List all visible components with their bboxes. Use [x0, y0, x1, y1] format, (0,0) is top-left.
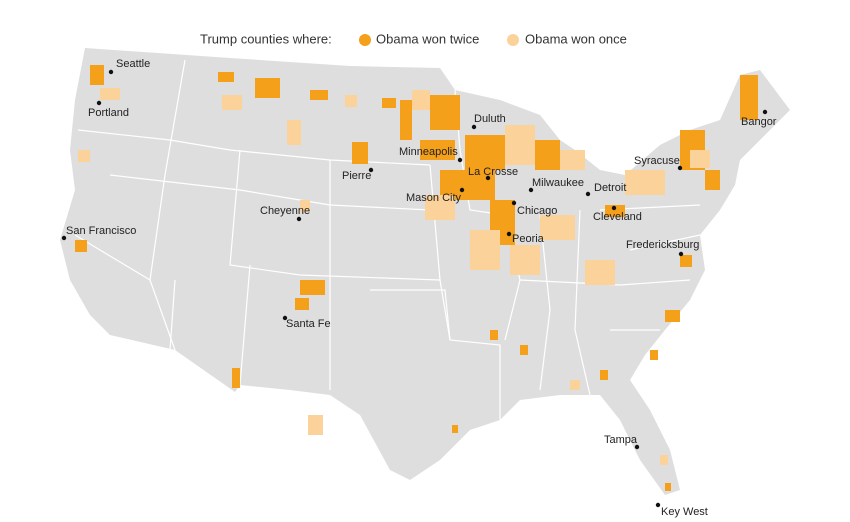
- city-label: Duluth: [474, 113, 506, 125]
- county-patch: [585, 260, 615, 285]
- county-patch: [382, 98, 396, 108]
- city-dot: [108, 69, 114, 75]
- county-patch: [490, 330, 498, 340]
- city-dot: [678, 251, 684, 257]
- county-patch: [232, 368, 240, 388]
- county-patch: [420, 140, 455, 160]
- city-dot: [677, 165, 683, 171]
- city-label: Key West: [661, 506, 708, 518]
- city-label: Tampa: [604, 434, 638, 446]
- county-patch: [90, 65, 104, 85]
- county-patch: [665, 483, 671, 491]
- county-patch: [535, 140, 560, 170]
- county-patch: [625, 170, 665, 195]
- city-dot: [634, 444, 640, 450]
- county-patch: [465, 135, 505, 170]
- city-dot: [282, 315, 288, 321]
- county-patch: [520, 345, 528, 355]
- county-patch: [430, 95, 460, 130]
- county-patch: [650, 350, 658, 360]
- city-label: Portland: [88, 107, 129, 119]
- county-patch: [560, 150, 585, 170]
- county-patch: [600, 370, 608, 380]
- city-label: Milwaukee: [532, 177, 584, 189]
- city-dot: [96, 100, 102, 106]
- city-label: Cleveland: [593, 211, 642, 223]
- county-patch: [680, 255, 692, 267]
- city-label: Chicago: [517, 205, 557, 217]
- county-patch: [570, 380, 580, 390]
- legend-swatch: [359, 34, 371, 46]
- county-patch: [510, 245, 540, 275]
- county-patch: [665, 310, 680, 322]
- county-patch: [300, 280, 325, 295]
- city-label: Syracuse: [634, 155, 680, 167]
- county-patch: [660, 455, 668, 465]
- legend-swatch: [507, 34, 519, 46]
- county-patch: [705, 170, 720, 190]
- county-patch: [75, 240, 87, 252]
- legend-label: Obama won once: [525, 31, 627, 46]
- county-patch: [452, 425, 458, 433]
- county-patch: [255, 78, 280, 98]
- city-label: Peoria: [512, 233, 545, 245]
- county-patch: [470, 230, 500, 270]
- city-label: Bangor: [741, 116, 777, 128]
- legend-title: Trump counties where:: [200, 31, 332, 46]
- city-label: Mason City: [406, 192, 462, 204]
- city-label: Fredericksburg: [626, 239, 699, 251]
- city-label: Pierre: [342, 170, 371, 182]
- county-patch: [78, 150, 90, 162]
- county-patch: [400, 100, 412, 140]
- city-label: Detroit: [594, 182, 626, 194]
- city-label: Cheyenne: [260, 205, 310, 217]
- county-patch: [218, 72, 234, 82]
- city-label: San Francisco: [66, 225, 136, 237]
- city-label: Santa Fe: [286, 318, 331, 330]
- city-dot: [506, 231, 512, 237]
- county-patch: [690, 150, 710, 168]
- county-patch: [505, 125, 535, 165]
- city-dot: [471, 124, 477, 130]
- county-patch: [605, 205, 625, 217]
- county-patch: [287, 120, 301, 145]
- city-dot: [368, 167, 374, 173]
- county-patch: [100, 88, 120, 100]
- county-patch: [295, 298, 309, 310]
- county-patch: [310, 90, 328, 100]
- state-borders: [74, 59, 701, 420]
- county-patches: [75, 65, 758, 491]
- us-land: [60, 48, 790, 495]
- county-patch: [412, 90, 430, 110]
- city-dot: [457, 157, 463, 163]
- county-patch: [352, 142, 368, 164]
- city-label: Seattle: [116, 58, 150, 70]
- legend: Trump counties where: Obama won twice Ob…: [200, 31, 627, 46]
- county-patch: [308, 415, 323, 435]
- city-label: La Crosse: [468, 166, 518, 178]
- city-dot: [585, 191, 591, 197]
- county-patch: [300, 200, 310, 212]
- legend-label: Obama won twice: [376, 31, 479, 46]
- city-dot: [459, 187, 465, 193]
- city-label: Minneapolis: [399, 146, 458, 158]
- city-dot: [762, 109, 768, 115]
- city-dot: [511, 200, 517, 206]
- county-patch: [425, 195, 455, 220]
- cities: Seattle Portland San Francisco Cheyenne Sant…: [61, 58, 777, 518]
- city-dot: [528, 187, 534, 193]
- city-dot: [61, 235, 67, 241]
- county-patch: [540, 215, 575, 240]
- county-patch: [345, 95, 357, 107]
- county-patch: [740, 75, 758, 120]
- city-dot: [485, 175, 491, 181]
- city-dot: [655, 502, 661, 508]
- county-patch: [222, 95, 242, 110]
- city-dot: [611, 205, 617, 211]
- city-dot: [296, 216, 302, 222]
